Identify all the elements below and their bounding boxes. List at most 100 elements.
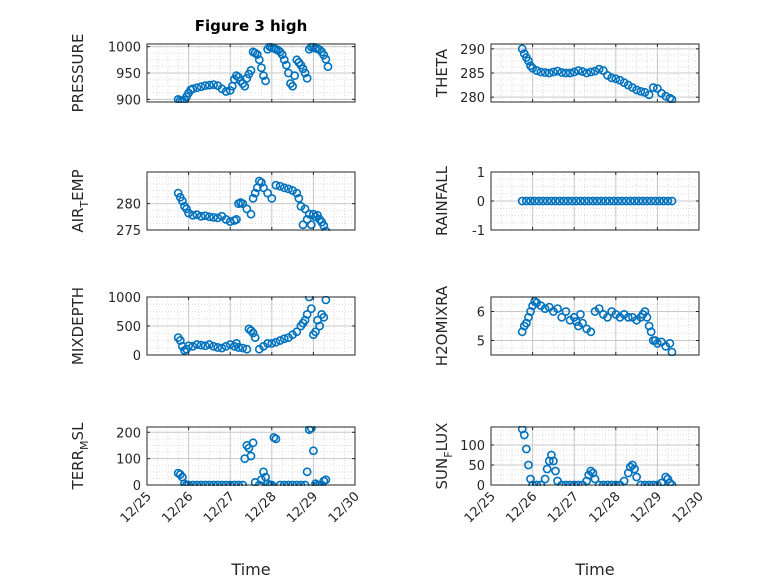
data-point — [196, 82, 206, 92]
data-point — [653, 338, 662, 348]
data-point — [221, 341, 231, 351]
data-point — [263, 188, 273, 198]
data-point — [630, 196, 639, 206]
x-tick-label: 12/26 — [159, 489, 196, 526]
data-point — [300, 204, 310, 214]
x-tick-label: 12/28 — [587, 489, 624, 526]
data-point — [315, 45, 325, 55]
x-axis-label-left: Time — [230, 560, 270, 579]
y-tick-label: 1000 — [108, 291, 141, 306]
data-point — [555, 196, 565, 206]
y-tick-label: 200 — [116, 426, 141, 441]
subplot-5: 0 500 1000 MIXDEPTH — [69, 287, 356, 365]
subplot-2: 280 285 290 THETA — [433, 43, 700, 106]
y-tick-label: 1000 — [108, 41, 141, 56]
data-point — [204, 80, 214, 90]
data-point — [663, 196, 673, 206]
data-point — [667, 347, 677, 356]
data-point — [252, 50, 262, 59]
x-tick-label: 12/29 — [628, 489, 665, 526]
data-point — [209, 212, 218, 222]
data-point — [271, 434, 281, 444]
data-point — [267, 193, 277, 203]
data-point — [242, 204, 252, 214]
data-point — [526, 61, 535, 71]
data-point — [567, 196, 577, 206]
x-tick-label: 12/25 — [462, 489, 499, 526]
data-point — [242, 73, 252, 83]
data-point — [306, 426, 316, 433]
data-point — [308, 446, 318, 456]
y-tick-label: 100 — [460, 439, 485, 454]
data-point — [665, 478, 675, 486]
data-point — [254, 55, 264, 65]
data-point — [565, 68, 575, 78]
data-point — [271, 180, 281, 190]
data-point — [271, 337, 281, 347]
subplot-7: 0 100 200 12/25 12/26 12/27 12/28 12/29 12/30 TER… — [69, 422, 363, 526]
data-point — [242, 344, 252, 354]
x-tick-label: 12/28 — [243, 489, 280, 526]
data-point — [221, 215, 231, 224]
x-tick-label: 12/30 — [670, 489, 707, 526]
data-point — [569, 67, 579, 77]
data-point — [576, 196, 585, 206]
data-point — [623, 312, 633, 322]
data-point — [182, 204, 191, 214]
subplot-6: 5 6 H2OMIXRA — [433, 285, 700, 366]
data-point — [319, 221, 329, 231]
x-tick-label: 12/25 — [118, 489, 155, 526]
data-point — [200, 81, 210, 91]
data-point — [603, 312, 612, 322]
data-point — [665, 338, 675, 348]
data-point — [246, 451, 256, 461]
y-tick-label: 500 — [116, 320, 141, 335]
data-point — [632, 85, 641, 95]
data-point — [204, 340, 214, 349]
data-point — [192, 210, 202, 220]
data-markers — [173, 43, 333, 103]
data-point — [250, 333, 260, 342]
data-point — [259, 71, 268, 81]
data-point — [263, 479, 273, 486]
data-point — [204, 212, 214, 222]
data-point — [225, 86, 235, 95]
data-point — [284, 184, 293, 194]
data-point — [617, 196, 627, 206]
data-point — [659, 196, 669, 206]
x-tick-label: 12/29 — [284, 489, 321, 526]
data-point — [586, 466, 596, 476]
data-point — [225, 340, 235, 349]
data-point — [630, 464, 639, 474]
data-point — [196, 340, 206, 350]
data-point — [221, 87, 231, 96]
y-axis-label: TERRMSL — [69, 422, 91, 491]
data-point — [580, 196, 589, 206]
data-point — [540, 474, 550, 484]
data-point — [302, 215, 312, 224]
data-point — [313, 210, 322, 220]
data-point — [306, 304, 316, 313]
data-point — [634, 196, 644, 206]
data-markers — [517, 196, 677, 206]
y-axis-label: H2OMIXRA — [433, 285, 451, 366]
data-point — [300, 68, 310, 78]
data-point — [323, 62, 333, 72]
data-point — [256, 63, 266, 73]
data-point — [582, 68, 592, 78]
data-point — [532, 66, 542, 75]
data-point — [319, 312, 329, 322]
data-point — [209, 341, 218, 351]
data-point — [655, 196, 664, 206]
data-point — [561, 68, 571, 78]
axes-box — [490, 426, 700, 486]
data-point — [248, 193, 258, 203]
data-point — [590, 66, 600, 76]
data-point — [596, 196, 606, 206]
data-point — [667, 196, 677, 206]
axes-box — [146, 426, 356, 486]
y-tick-label: 0 — [133, 479, 141, 494]
data-point — [648, 83, 658, 92]
data-point — [636, 86, 646, 96]
